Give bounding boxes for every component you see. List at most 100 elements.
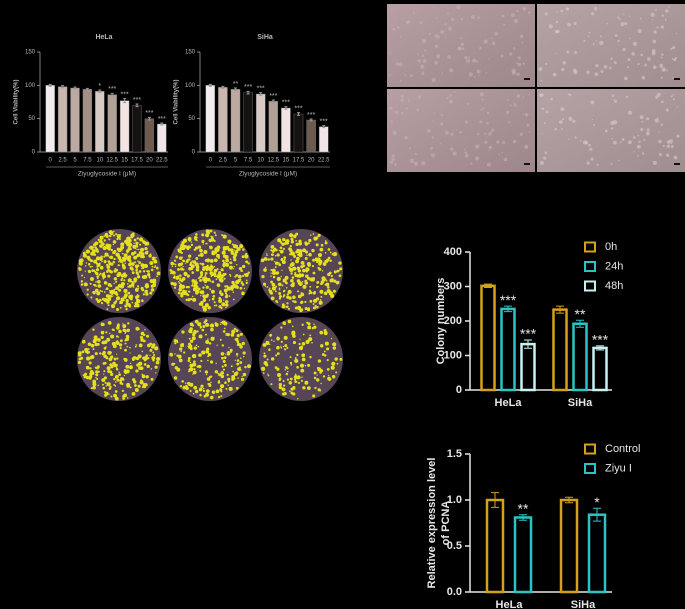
colony [146,285,150,288]
colony [98,273,101,276]
colony [296,279,301,283]
colony [230,288,232,291]
colony [192,392,195,395]
colony [202,324,206,328]
colony [86,293,89,296]
cell [548,24,553,29]
cell [655,95,659,99]
colony [136,264,140,267]
x-tick-label: 20 [308,158,315,164]
cell [586,161,590,165]
cell [580,140,582,142]
colony [93,243,97,247]
cell [513,104,517,107]
colony [123,393,128,398]
colony [136,237,139,240]
colony [224,285,227,288]
cell [652,39,657,44]
cell [464,56,468,60]
y-tick-label: 150 [25,50,36,56]
x-tick-label: 5 [234,158,238,164]
colony [173,263,175,265]
colony [231,329,236,334]
legend-swatch [584,463,596,474]
colony [153,353,156,357]
colony [193,235,198,240]
cell [671,57,674,60]
colony [225,300,229,304]
colony [104,252,109,257]
cell [420,64,425,69]
colony [113,288,116,291]
cell [528,131,531,133]
colony [240,269,243,272]
colony [194,386,197,388]
colony [318,300,323,305]
colony [184,382,187,384]
bar [132,105,142,153]
colony [222,360,226,363]
colony [190,331,193,334]
cell [405,107,408,110]
cell [647,57,651,61]
colony [124,358,127,360]
x-tick-label: 22.5 [318,158,330,164]
colony [187,359,191,362]
cell [466,102,470,105]
colony [209,360,214,364]
colony [124,262,127,264]
x-tick-label: HeLa [495,397,523,409]
colony [189,327,193,331]
error-bar [491,492,499,508]
colony [271,253,274,257]
colony [123,369,128,374]
cell [409,74,413,77]
colony [118,343,123,347]
colony [102,323,105,326]
cell [673,155,678,160]
cell [562,118,565,121]
colony [209,229,213,233]
colony [323,328,327,332]
colony [235,329,239,333]
colony [291,325,294,328]
colony [278,262,280,264]
colony [126,302,129,306]
cell [460,42,464,47]
cell [604,129,608,133]
colony [206,258,211,263]
cell [560,127,563,130]
colony [290,251,296,256]
colony [266,254,268,257]
y-axis-label: Cell Viability(%) [14,80,20,125]
colony [230,248,234,252]
colony [124,342,127,345]
colony [309,355,312,359]
cell [484,140,488,144]
cell [660,66,663,69]
colony [107,370,111,374]
colony [312,303,315,305]
colony [225,387,228,390]
colony [121,277,124,280]
colony [137,354,142,359]
cell [444,37,447,39]
colony [96,299,101,303]
colony [173,286,177,289]
colony [226,373,229,376]
colony [83,282,88,287]
colony [150,284,154,288]
colony [130,251,135,256]
colony [282,238,286,242]
y-axis-label: Colony numbers [435,278,447,365]
cell [416,108,420,112]
colony [156,275,159,278]
cell [595,40,598,42]
colony [129,362,132,365]
x-tick-label: 2.5 [219,158,228,164]
colony [289,356,292,359]
colony [214,232,216,234]
colony [182,244,187,249]
colony [107,320,112,325]
colony [247,262,250,265]
